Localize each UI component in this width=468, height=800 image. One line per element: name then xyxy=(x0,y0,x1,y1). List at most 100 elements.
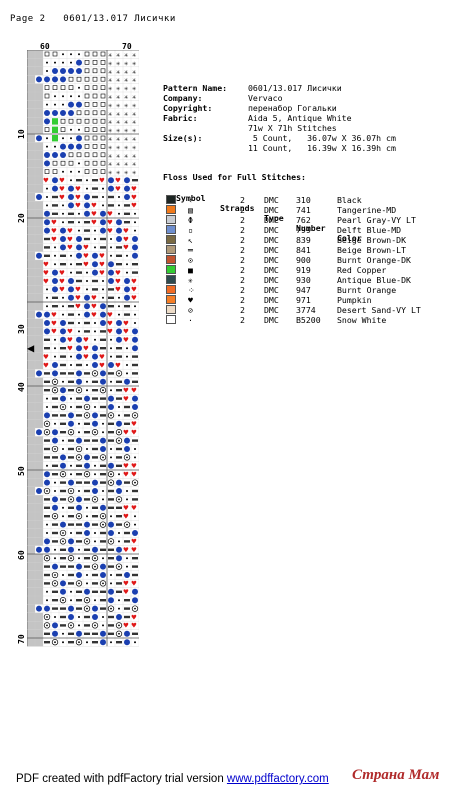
grid-stitch xyxy=(94,599,96,602)
grid-stitch xyxy=(60,143,66,150)
floss-type: DMC xyxy=(264,305,279,315)
grid-stitch xyxy=(102,557,104,560)
grid-stitch xyxy=(116,380,122,383)
grid-stitch xyxy=(100,464,106,467)
grid-stitch xyxy=(46,406,48,408)
floss-color: Red Copper xyxy=(337,265,387,275)
grid-stitch: ♥ xyxy=(60,277,65,286)
grid-stitch xyxy=(27,428,35,437)
floss-type: DMC xyxy=(264,255,279,265)
grid-stitch xyxy=(54,448,56,450)
grid-stitch xyxy=(76,363,82,367)
grid-stitch xyxy=(52,126,58,133)
grid-stitch xyxy=(27,150,35,160)
grid-stitch xyxy=(52,118,58,125)
grid-stitch xyxy=(100,397,106,400)
grid-stitch xyxy=(100,118,106,124)
grid-stitch xyxy=(59,471,67,478)
grid-stitch xyxy=(44,51,50,57)
grid-stitch xyxy=(35,218,43,227)
grid-stitch xyxy=(134,221,136,224)
grid-stitch xyxy=(35,612,43,622)
grid-stitch xyxy=(52,286,58,293)
color-swatch xyxy=(166,275,176,284)
grid-stitch xyxy=(92,515,98,518)
grid-stitch xyxy=(68,185,74,192)
grid-stitch xyxy=(62,540,64,543)
grid-stitch xyxy=(100,563,106,570)
grid-stitch xyxy=(35,276,43,286)
grid-stitch xyxy=(44,573,50,577)
grid-stitch xyxy=(54,145,56,148)
grid-stitch xyxy=(92,127,98,132)
grid-stitch xyxy=(78,221,80,224)
floss-symbol: ■ xyxy=(188,265,193,275)
grid-stitch xyxy=(78,448,80,450)
grid-stitch xyxy=(132,372,138,375)
grid-stitch xyxy=(35,495,43,504)
grid-stitch xyxy=(52,296,58,299)
grid-stitch xyxy=(100,504,106,511)
grid-stitch xyxy=(134,481,136,484)
grid-stitch xyxy=(124,204,130,207)
copyright-row: Copyright: перенабор Гогальки xyxy=(163,103,337,113)
grid-stitch xyxy=(76,345,82,352)
grid-stitch xyxy=(76,540,82,543)
grid-stitch xyxy=(84,127,90,132)
grid-stitch xyxy=(84,169,90,174)
floss-symbol: ♥ xyxy=(188,295,193,305)
grid-stitch xyxy=(54,389,56,392)
grid-stitch xyxy=(46,599,48,602)
grid-stitch xyxy=(86,607,88,610)
grid-stitch xyxy=(54,95,56,98)
grid-stitch xyxy=(46,422,48,425)
grid-stitch xyxy=(118,632,120,635)
floss-symbol: ═ xyxy=(188,245,193,255)
grid-stitch xyxy=(60,336,66,343)
grid-stitch xyxy=(35,352,43,361)
grid-stitch xyxy=(60,76,66,83)
grid-stitch: ✳ xyxy=(108,101,113,109)
grid-stitch xyxy=(78,641,80,644)
grid-stitch xyxy=(76,590,82,593)
grid-stitch xyxy=(62,296,64,299)
grid-stitch xyxy=(100,102,106,107)
grid-stitch xyxy=(118,607,120,610)
header-type: Type xyxy=(264,213,284,223)
grid-stitch xyxy=(84,422,90,425)
grid-stitch xyxy=(52,362,58,368)
pattern-grid: ✳ ✳ ✳ ✳✳ ✳ ✳ ✳✳ ✳ ✳ ✳✳ ✳ ✳ ✳✳ ✳ ✳ ✳✳ ✳ ✳ ✳✳ ✳ ✳ ✳✳ ✳ ✳ ✳✳ ✳ ✳ ✳✳ ✳ ✳ ✳… xyxy=(27,50,139,647)
floss-row: ✳ 2 DMC 930 Antique Blue-DK xyxy=(166,275,411,285)
grid-stitch xyxy=(76,101,82,108)
grid-stitch xyxy=(44,479,50,486)
grid-stitch xyxy=(54,422,56,425)
grid-stitch xyxy=(134,515,136,518)
floss-strands: 2 xyxy=(240,235,245,245)
grid-stitch xyxy=(100,437,106,444)
grid-stitch xyxy=(99,513,107,520)
grid-stitch: ♥ xyxy=(124,235,129,244)
grid-stitch xyxy=(123,521,131,528)
grid-stitch xyxy=(78,422,80,425)
grid-stitch: ♥ xyxy=(124,226,129,235)
grid-stitch: ♥ xyxy=(100,361,105,370)
grid-stitch xyxy=(116,336,122,343)
grid-stitch: ♥ xyxy=(108,218,113,227)
grid-stitch xyxy=(115,429,123,436)
grid-stitch xyxy=(44,498,50,501)
grid-stitch xyxy=(46,145,48,148)
grid-stitch xyxy=(62,515,64,518)
grid-stitch xyxy=(62,532,64,534)
grid-stitch xyxy=(76,531,82,535)
grid-stitch xyxy=(108,557,114,560)
grid-stitch xyxy=(27,117,35,126)
grid-stitch xyxy=(134,456,136,459)
grid-stitch xyxy=(36,311,42,318)
grid-stitch xyxy=(43,429,51,436)
pdffactory-link[interactable]: www.pdffactory.com xyxy=(226,773,329,785)
grid-stitch xyxy=(27,604,35,613)
grid-stitch xyxy=(83,403,91,411)
grid-stitch: ♥ xyxy=(108,210,113,219)
grid-stitch xyxy=(84,210,90,217)
grid-stitch xyxy=(35,167,43,176)
